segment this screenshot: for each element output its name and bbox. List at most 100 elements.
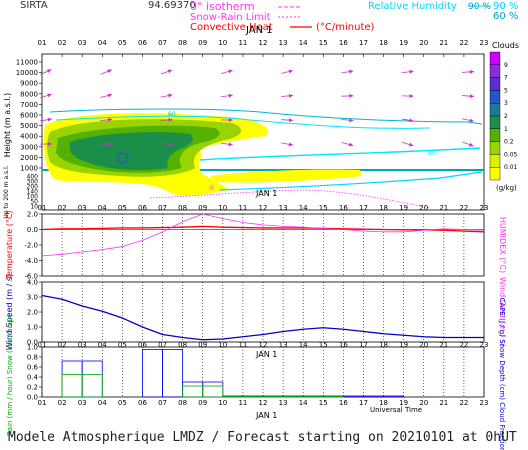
tick-label: 2.0	[27, 211, 38, 219]
wind-barb	[220, 142, 233, 147]
wind-barb-head	[228, 93, 233, 98]
x-tick-label-bottom: 08	[178, 399, 187, 407]
tick-label: -2.0	[24, 242, 38, 250]
x-tick-label: 19	[399, 204, 408, 212]
wind-barb-head	[409, 94, 414, 99]
x-tick-label: 14	[299, 39, 308, 47]
wind-barb	[40, 117, 52, 122]
x-tick-label-bottom: 07	[158, 399, 167, 407]
x-tick-label: 06	[138, 204, 147, 212]
x-tick-label: 09	[198, 341, 207, 349]
tick-label: 8000	[20, 90, 38, 98]
colorbar-swatch	[489, 51, 501, 66]
precip-bar-snow	[162, 349, 184, 398]
cloud-core-contour	[117, 152, 129, 164]
rh-contour-60	[49, 108, 483, 125]
wind-ylabel: Wind Speed (m / s)	[5, 274, 14, 350]
x-tick-label: 03	[78, 341, 87, 349]
precip-bar-rain	[202, 385, 224, 398]
tick-label: 11000	[16, 59, 38, 67]
legend-convective-heat: Convective Heat	[190, 22, 273, 33]
x-tick-label: 04	[98, 204, 107, 212]
wind-barb-head	[469, 142, 474, 147]
colorbar-swatch	[489, 90, 501, 104]
x-tick-label: 03	[78, 204, 87, 212]
x-tick-label: 12	[259, 341, 268, 349]
x-tick-label: 18	[379, 341, 388, 349]
x-tick-label-bottom: 10	[218, 399, 227, 407]
x-tick-label: 23	[480, 341, 489, 349]
colorbar-swatch	[489, 102, 501, 117]
x-tick-label: 03	[78, 39, 87, 47]
x-tick-label: 14	[299, 204, 308, 212]
x-tick-label: 12	[259, 204, 268, 212]
low-axis-label: Up to 200 m a.s.l.	[3, 165, 10, 218]
rh-contour-90	[55, 115, 431, 129]
x-tick-label: 22	[459, 204, 468, 212]
x-tick-label-bottom: 19	[399, 399, 408, 407]
x-tick-label: 02	[58, 39, 67, 47]
wind-barb	[281, 142, 294, 147]
wind-barb	[100, 93, 113, 98]
tick-label: 2000	[20, 154, 38, 162]
x-tick-label: 20	[419, 341, 428, 349]
x-tick-label: 07	[158, 39, 167, 47]
wind-barb-head	[168, 117, 173, 122]
x-tick-label: 04	[98, 39, 107, 47]
x-tick-label: 06	[138, 39, 147, 47]
x-tick-label: 01	[38, 341, 47, 349]
legend-convective-unit: (°C/minute)	[316, 22, 375, 33]
x-tick-label: 23	[480, 39, 489, 47]
wind-barb-head	[228, 69, 233, 74]
x-tick-label: 16	[339, 341, 348, 349]
x-tick-label-bottom: 04	[98, 399, 107, 407]
x-tick-label: 01	[38, 39, 47, 47]
wind-barb-head	[409, 69, 414, 74]
station-number: 94.69370	[148, 0, 196, 11]
tick-label: -4.0	[24, 257, 38, 265]
legend-zero-isotherm: 0° isotherm	[190, 0, 255, 13]
tick-label: 0.4	[27, 374, 39, 382]
wind-barb	[281, 69, 294, 74]
temperature-panel: 2.0 0.0 -2.0 -4.0 -6.0 01 02 03 04 05 06 07 08 09 10 11…	[5, 204, 507, 281]
station-name: SIRTA	[20, 0, 48, 11]
x-tick-label: 15	[319, 204, 328, 212]
colorbar-label: 1	[504, 126, 508, 133]
legend-rh-label: Relative Humidity	[368, 1, 457, 12]
tick-label: 200	[27, 184, 39, 191]
cloud-colorbar: 9 7 5 3 2 1 0.2 0.05 0.01 Clouds (g/kg)	[489, 41, 519, 192]
tick-label: 3000	[20, 143, 38, 151]
tick-label: 4000	[20, 133, 38, 141]
x-tick-label: 17	[359, 204, 368, 212]
wind-barb-head	[288, 118, 294, 123]
temperature-line	[41, 225, 485, 233]
rh-contour-surface	[219, 171, 483, 191]
x-tick-label-bottom: 13	[279, 399, 288, 407]
x-tick-label: 02	[58, 341, 67, 349]
wind-barb	[401, 141, 414, 147]
wind-barb	[461, 94, 474, 99]
wind-barb-head	[167, 69, 173, 74]
x-tick-label-bottom: 20	[419, 399, 428, 407]
panel-date: JAN 1	[255, 189, 277, 198]
colorbar-label: 0.05	[504, 151, 518, 158]
x-tick-label: 20	[419, 39, 428, 47]
x-tick-label: 07	[158, 341, 167, 349]
wind-barb-head	[46, 69, 52, 73]
x-tick-label: 19	[399, 341, 408, 349]
tick-label: 1000	[20, 165, 38, 173]
wind-barb	[341, 69, 354, 74]
x-tick-label: 05	[118, 204, 127, 212]
x-tick-label: 16	[339, 204, 348, 212]
wind-barb-head	[107, 93, 113, 98]
tick-label: 6000	[20, 112, 38, 120]
cloud-ylabel: Height (m a.s.l.)	[3, 93, 12, 158]
x-tick-label-bottom: 06	[138, 399, 147, 407]
rh-contour-lower	[199, 147, 481, 161]
x-tick-label-bottom: 11	[238, 399, 247, 407]
x-tick-label: 15	[319, 39, 328, 47]
tick-label: 2.0	[27, 309, 38, 317]
x-tick-label-bottom: 16	[339, 399, 348, 407]
tick-label: 0.6	[27, 364, 39, 372]
